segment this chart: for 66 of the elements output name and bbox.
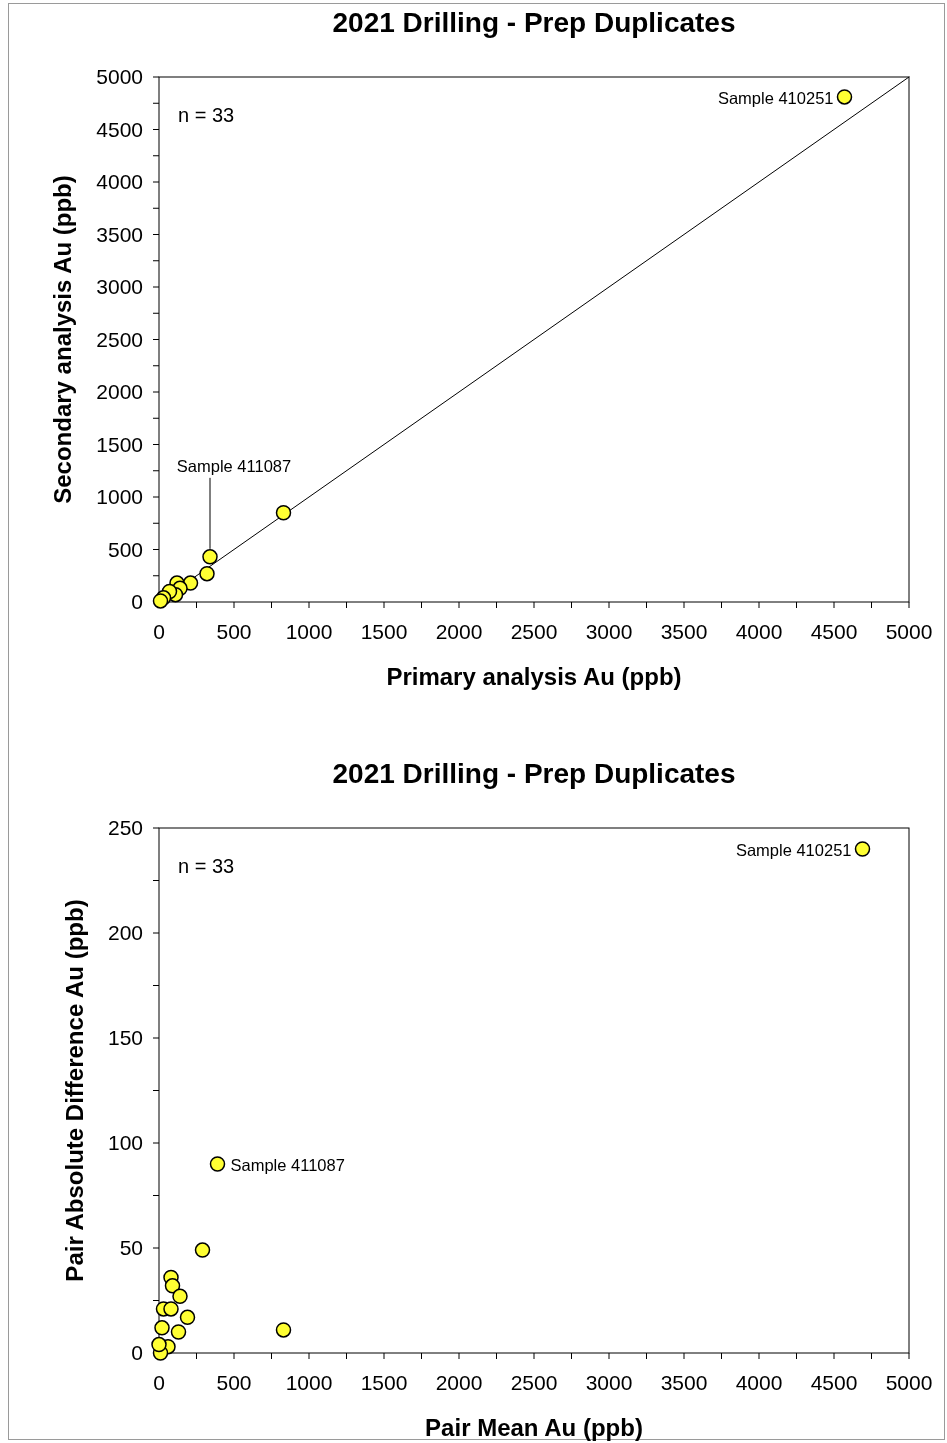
x-tick-label: 4500 [810,620,858,643]
x-tick-label: 2000 [435,620,483,643]
point [202,549,218,565]
annotation: Sample 410251 [717,88,834,107]
x-tick-label: 0 [153,1371,165,1394]
y-tick-label: 5000 [96,65,143,88]
point [854,841,871,857]
point [170,1324,187,1340]
x-tick-label: 1000 [285,1371,333,1394]
y-tick-label: 200 [107,921,143,944]
y-tick-label: 4500 [96,117,143,141]
point [836,89,853,105]
x-tick-label: 3000 [585,1371,633,1394]
x-tick-label: 4000 [735,1371,783,1394]
x-tick-label: 500 [216,1371,252,1394]
x-tick-label: 5000 [885,620,933,643]
chart-title: 2021 Drilling - Prep Duplicates [332,758,736,789]
point [154,1320,170,1336]
x-axis-title: Primary analysis Au (ppb) [386,663,682,690]
point [209,1156,226,1172]
annotation: Sample 410251 [735,841,852,859]
y-tick-label: 2000 [96,380,143,403]
x-axis-title: Pair Mean Au (ppb) [425,1414,643,1441]
x-tick-label: 4500 [810,1371,858,1394]
y-tick-label: 100 [107,1131,143,1154]
point [194,1242,211,1258]
x-tick-label: 500 [216,620,252,643]
y-tick-label: 1000 [96,485,143,508]
annotation: n = 33 [178,104,235,126]
x-tick-label: 0 [153,620,165,643]
x-tick-label: 3000 [585,620,633,643]
annotation: Sample 411087 [230,1156,345,1174]
annotation: Sample 411087 [176,456,292,475]
y-tick-label: 50 [119,1236,143,1259]
x-tick-label: 5000 [885,1371,933,1394]
point [199,565,215,582]
chart-title: 2021 Drilling - Prep Duplicates [332,7,736,38]
annotation: n = 33 [178,855,235,877]
y-tick-label: 2500 [96,327,143,351]
y-tick-label: 0 [131,590,143,613]
point [275,1322,292,1338]
point [151,1336,167,1353]
point [163,1301,179,1317]
x-tick-label: 2000 [435,1371,483,1394]
y-tick-label: 500 [107,537,143,561]
y-axis-title: Pair Absolute Difference Au (ppb) [60,899,88,1282]
y-tick-label: 0 [131,1341,143,1364]
x-tick-label: 2500 [510,620,558,643]
y-tick-label: 1500 [96,432,143,456]
x-tick-label: 1500 [360,620,408,643]
point [164,1278,181,1294]
point [275,505,292,521]
y-tick-label: 3000 [96,275,143,298]
x-tick-label: 1000 [285,620,333,643]
x-tick-label: 1500 [360,1371,408,1394]
point [172,1288,188,1305]
y-axis-title: Secondary analysis Au (ppb) [49,175,77,504]
y-tick-label: 150 [107,1026,143,1049]
x-tick-label: 3500 [660,1371,708,1394]
x-tick-label: 3500 [660,620,708,643]
x-tick-label: 2500 [510,1371,558,1394]
x-tick-label: 4000 [735,620,783,643]
y-tick-label: 3500 [96,222,143,246]
point [179,1309,196,1326]
y-tick-label: 250 [107,816,143,839]
y-tick-label: 4000 [96,170,143,193]
